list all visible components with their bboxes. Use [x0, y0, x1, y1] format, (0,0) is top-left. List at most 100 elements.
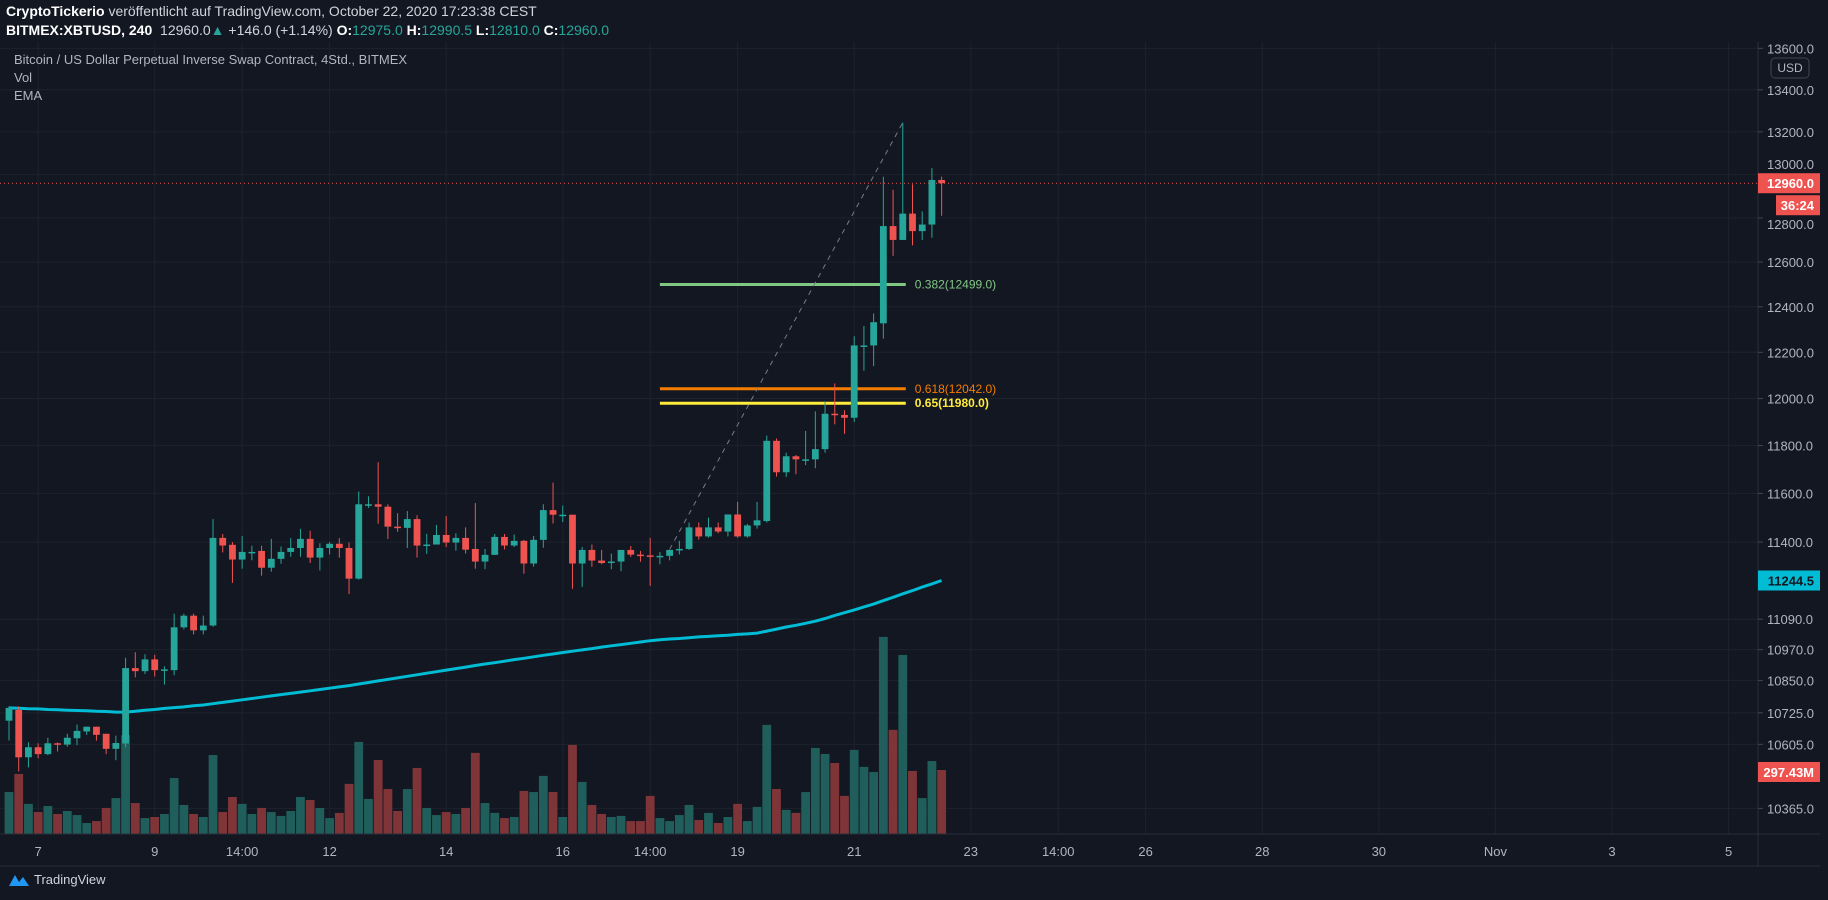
- candle: [870, 313, 878, 367]
- candle: [753, 501, 761, 529]
- candle: [374, 462, 382, 524]
- brand-name: TradingView: [34, 872, 106, 887]
- candle: [355, 491, 363, 580]
- candle: [63, 733, 71, 747]
- price-tick-label: 12600.0: [1767, 255, 1814, 270]
- open-label: O:: [336, 22, 353, 38]
- candle: [326, 542, 333, 555]
- candle-body: [763, 440, 771, 522]
- volume-bar: [684, 804, 694, 834]
- candle-body: [811, 449, 819, 460]
- candle-body: [297, 538, 304, 548]
- candle: [481, 548, 489, 570]
- candle: [141, 654, 149, 674]
- candle: [685, 522, 693, 550]
- volume-bar: [140, 818, 150, 834]
- author-name[interactable]: CryptoTickerio: [6, 3, 105, 19]
- price-tick-label: 13000.0: [1767, 157, 1814, 172]
- candle: [646, 537, 654, 586]
- candle-body: [501, 536, 508, 546]
- volume-bar: [781, 809, 791, 834]
- countdown-badge-text: 36:24: [1781, 198, 1815, 213]
- candle: [743, 523, 751, 538]
- candle-body: [258, 550, 265, 568]
- candle-body: [782, 456, 790, 473]
- volume-bar: [519, 790, 529, 834]
- candle-body: [510, 540, 518, 546]
- candle-body: [433, 534, 440, 545]
- candle: [287, 538, 295, 557]
- time-axis[interactable]: 7 9 14:00 12 14 16 14:00 19 21 23 14:00 26 28 30 Nov 3 5: [0, 833, 1820, 867]
- volume-bar: [412, 767, 422, 834]
- candle: [656, 551, 664, 565]
- time-tick-label: 7: [35, 844, 42, 859]
- volume-bar: [334, 812, 344, 834]
- volume-bar: [121, 735, 130, 834]
- candle-body: [93, 726, 100, 735]
- candle: [559, 505, 567, 523]
- currency-button[interactable]: [1770, 57, 1810, 79]
- fibonacci-retracement[interactable]: 0.382(12499.0) 0.618(12042.0)0.65(11980.0…: [659, 278, 996, 411]
- candle: [501, 533, 508, 550]
- close-value: 12960.0: [558, 22, 610, 38]
- candle: [510, 534, 518, 547]
- time-tick-label: 3: [1608, 844, 1615, 859]
- candle-body: [831, 413, 839, 416]
- volume-bar: [315, 807, 325, 834]
- close-label: C:: [543, 22, 559, 38]
- candle: [93, 726, 100, 741]
- ema-line[interactable]: [8, 579, 943, 714]
- volume-bar: [296, 796, 305, 834]
- publish-info: CryptoTickerio veröffentlicht auf Tradin…: [6, 3, 537, 19]
- volume-bar: [733, 803, 743, 834]
- volume-bar: [917, 798, 927, 834]
- ema-badge-text: 11244.5: [1768, 574, 1814, 589]
- volume-bar: [908, 770, 917, 834]
- volume-bar: [237, 803, 247, 834]
- candle-body: [423, 544, 431, 547]
- candle: [918, 211, 926, 240]
- volume-bar: [597, 813, 607, 834]
- candle-body: [442, 534, 450, 543]
- candle-body: [724, 514, 732, 532]
- candle-body: [267, 558, 275, 568]
- candle: [15, 706, 23, 772]
- volume-bar: [325, 818, 334, 834]
- volume-bar: [228, 796, 237, 834]
- legend-ema[interactable]: EMA: [14, 88, 43, 103]
- volume-bar: [762, 724, 772, 834]
- volume-bar: [801, 792, 811, 834]
- candle: [705, 517, 712, 538]
- candle-body: [394, 526, 401, 529]
- volume-bar: [888, 729, 898, 834]
- plot-background: [0, 42, 1828, 834]
- candle: [316, 543, 324, 571]
- candle-body: [821, 413, 829, 450]
- volume-bar: [849, 749, 859, 834]
- time-tick-label: 21: [847, 844, 861, 859]
- candle-body: [879, 226, 887, 324]
- time-tick-label: 5: [1725, 844, 1732, 859]
- volume-bar: [441, 812, 451, 834]
- candle-body: [180, 615, 188, 628]
- candle: [598, 549, 606, 565]
- candle-body: [588, 549, 596, 561]
- candle-body: [34, 747, 42, 755]
- candle-body: [802, 459, 810, 461]
- candle: [860, 326, 868, 371]
- price-axis[interactable]: 13600.0 13400.0 13200.0 13000.0 12800.0 12600…: [1757, 41, 1814, 866]
- candle-body: [170, 627, 178, 671]
- candle-body: [530, 539, 538, 564]
- price-tick-label: 10850.0: [1767, 673, 1814, 688]
- candle-body: [102, 733, 110, 749]
- legend-vol[interactable]: Vol: [14, 70, 33, 85]
- candle: [297, 528, 304, 557]
- tradingview-logo[interactable]: TradingView: [8, 872, 106, 887]
- candle-body: [685, 527, 693, 549]
- candle: [248, 545, 256, 561]
- volume-bar: [655, 818, 665, 834]
- candle: [763, 435, 771, 523]
- price-tick-label: 11090.0: [1767, 612, 1813, 627]
- candle-body: [705, 527, 712, 537]
